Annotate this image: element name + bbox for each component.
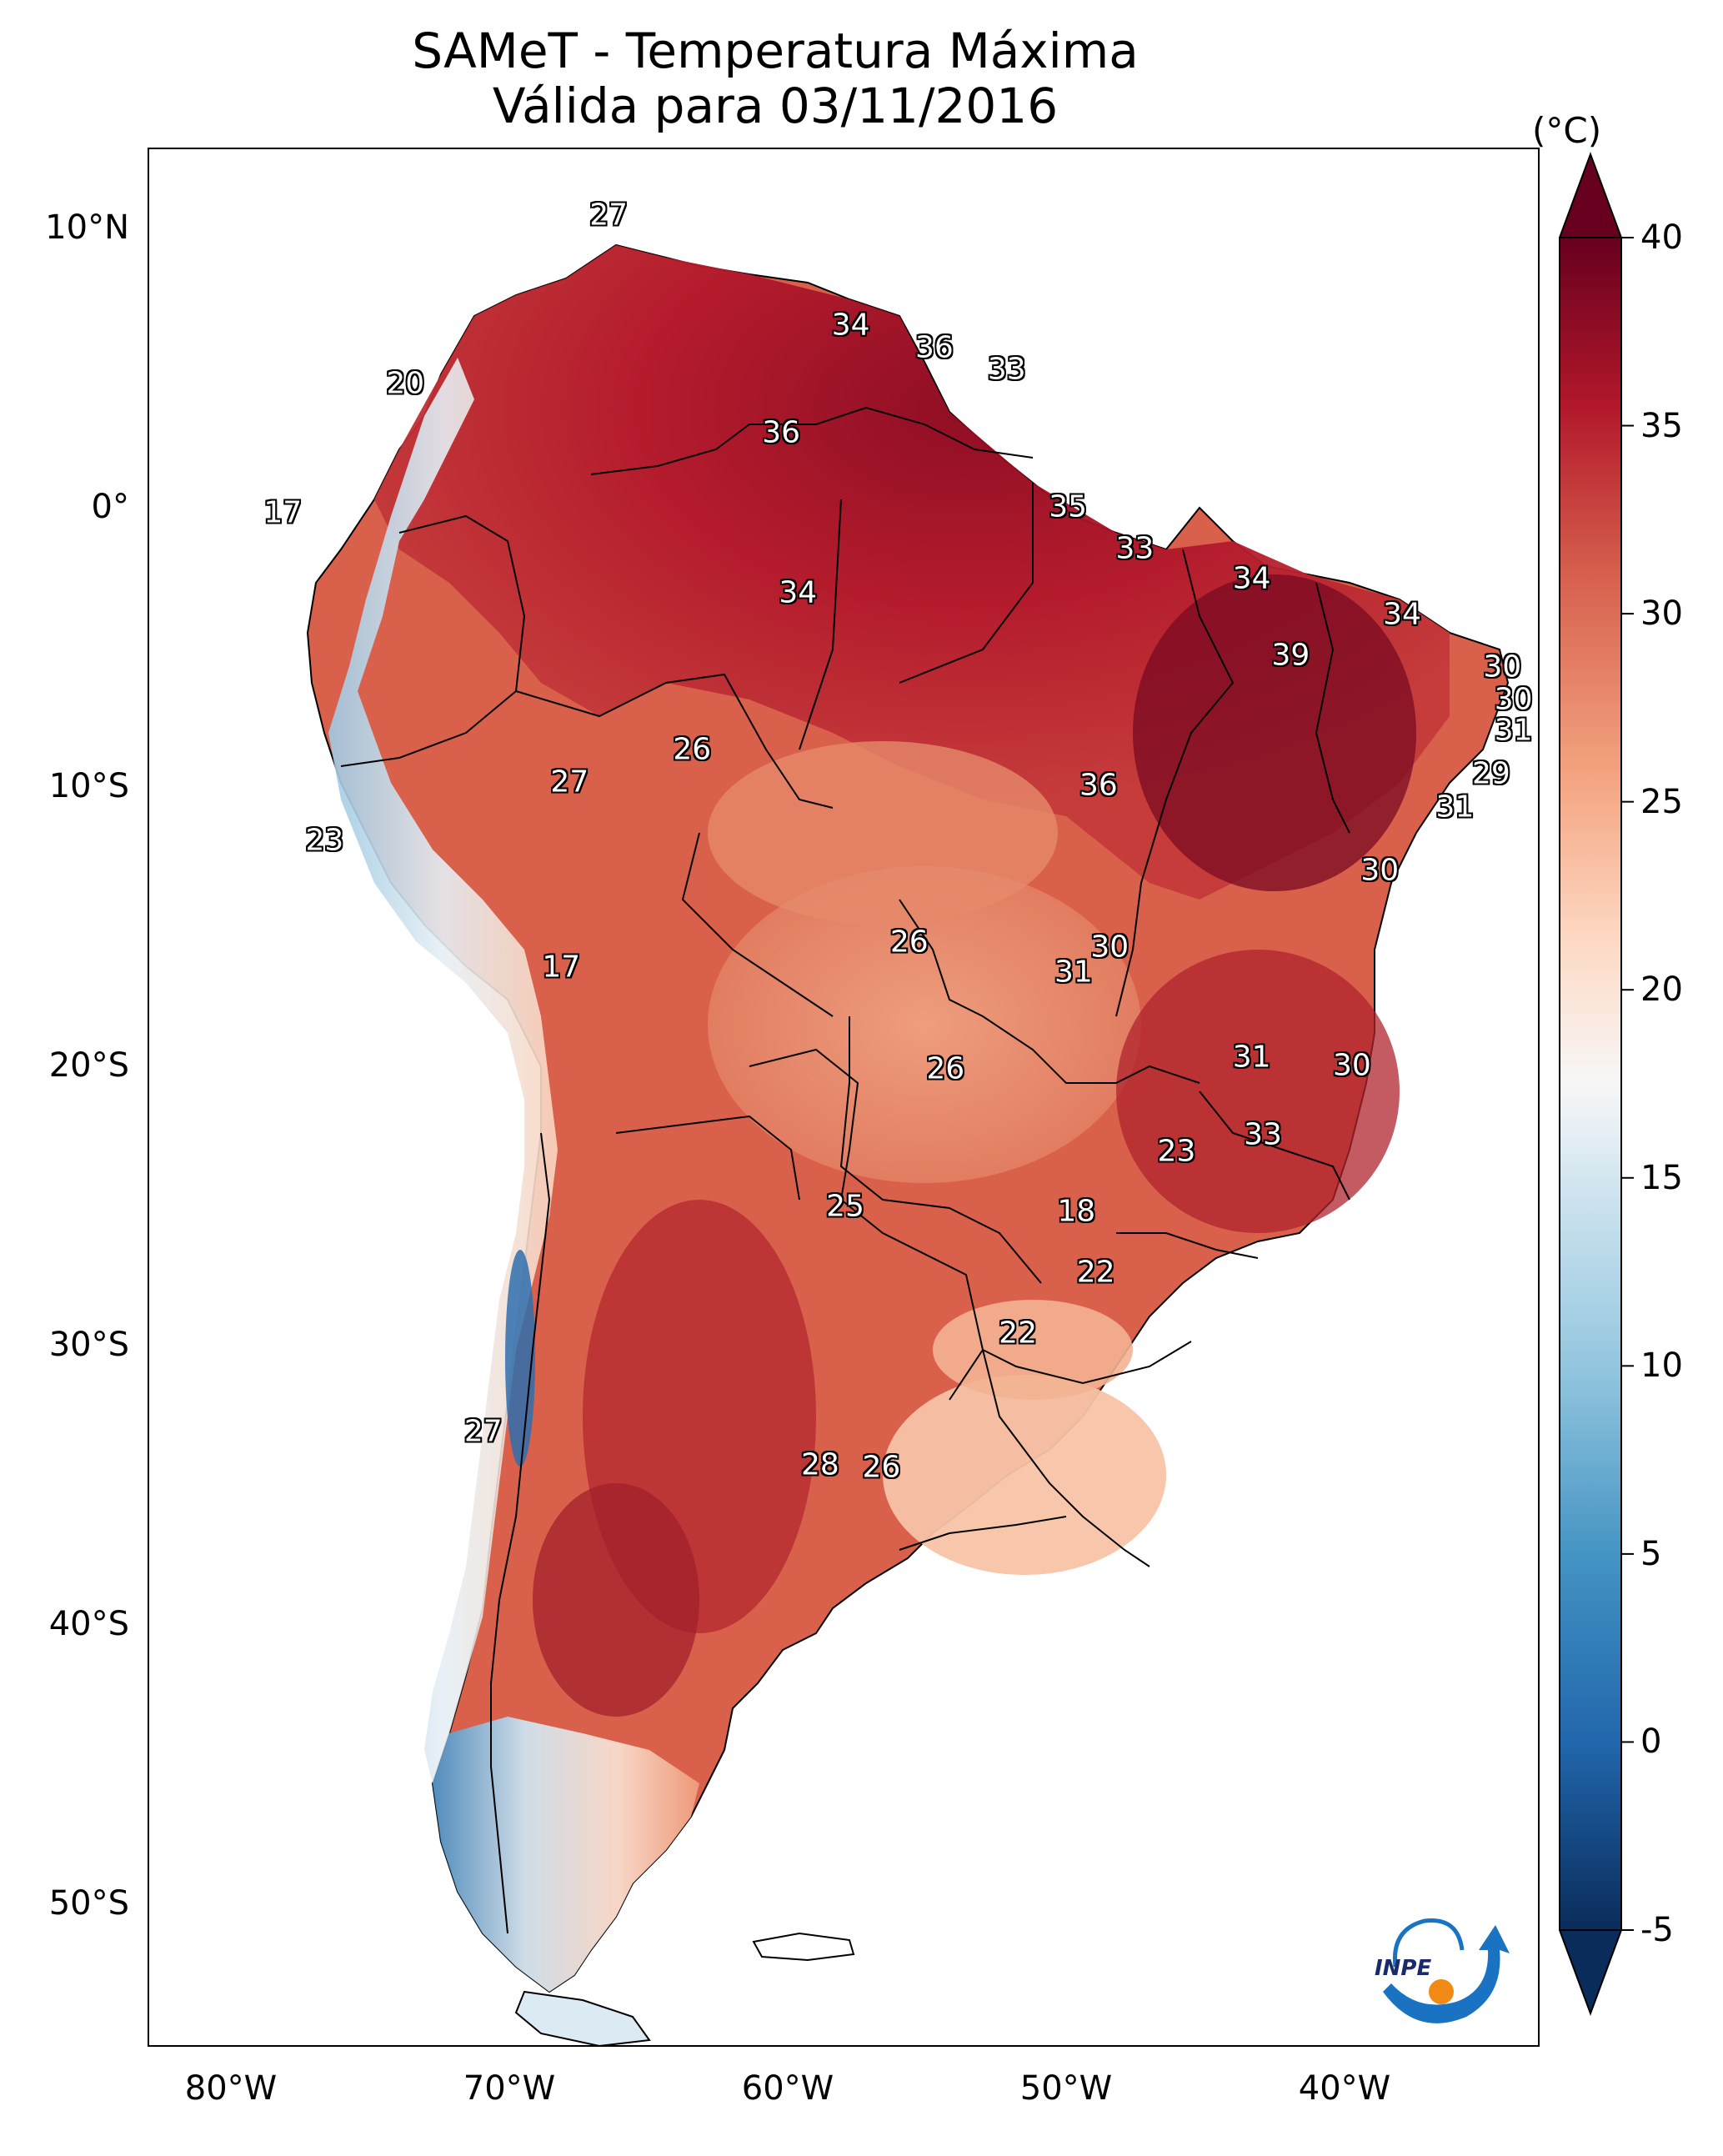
temp-label: 36 [1079,768,1118,803]
map-panel: 27 20 17 34 36 33 36 35 33 34 34 34 39 30 30 31 29 31 30 26… [148,148,1540,2047]
colorbar-tick-label: 10 [1640,1346,1683,1386]
region-central-warm [708,866,1141,1183]
temp-label: 26 [926,1051,965,1086]
region-northeast-hot [1133,574,1416,891]
temp-label: 25 [826,1189,864,1224]
island-tierra-del-fuego [514,1990,651,2045]
colorbar-tick-label: -5 [1640,1911,1674,1949]
lon-tick-80w: 80°W [184,2069,278,2108]
colorbar-bottom-extend [1559,1929,1623,2016]
region-mato-grosso [708,741,1058,925]
colorbar-body [1559,237,1622,1931]
temp-label: 26 [889,925,929,960]
temp-label: 30 [1090,930,1129,965]
temp-label: 30 [1494,682,1533,717]
lat-tick-0: 0° [91,488,129,526]
temp-label: 31 [1232,1040,1271,1075]
colorbar-tick-label: 20 [1640,970,1683,1010]
island-malvinas [752,1932,855,1962]
temp-label: 22 [1076,1255,1115,1290]
lon-tick-50w: 50°W [1019,2069,1113,2108]
temp-label: 23 [1157,1134,1196,1169]
lat-tick-50s: 50°S [48,1884,129,1923]
temp-label: 34 [779,575,818,610]
temp-label: 30 [1360,853,1400,888]
colorbar [1559,152,1634,2016]
region-southeast-hot [1116,950,1400,1233]
temp-label: 18 [1057,1194,1096,1229]
temp-label: 31 [1435,790,1475,825]
lat-tick-10s: 10°S [48,767,129,805]
lat-tick-20s: 20°S [48,1046,129,1085]
temp-label: 33 [1244,1117,1282,1152]
temp-label: 17 [542,950,581,985]
lon-tick-40w: 40°W [1298,2069,1391,2108]
inpe-logo-text: INPE [1375,1956,1431,1981]
temp-label: 39 [1271,638,1310,673]
colorbar-top-extend [1559,152,1623,238]
inpe-logo-ring [1392,1918,1465,1968]
map-svg [306,243,1510,2045]
colorbar-tick-label: 25 [1640,782,1683,821]
temp-label: 30 [1483,649,1522,684]
temp-label: 17 [263,495,303,530]
temp-label: 31 [1494,713,1533,748]
temp-label: 33 [987,352,1026,387]
inpe-logo-orb [1429,1979,1454,2004]
lat-tick-10n: 10°N [45,208,129,247]
temp-label: 20 [386,366,425,401]
temp-label: 28 [801,1447,839,1482]
colorbar-tick-label: 30 [1640,594,1683,634]
temp-label: 34 [1232,561,1271,596]
colorbar-unit: (°C) [1532,110,1602,151]
temp-label: 36 [914,330,954,365]
chart-title: SAMeT - Temperatura Máxima [412,23,1139,79]
temp-label: 33 [1115,531,1155,566]
temp-label: 34 [831,308,870,343]
region-andes-cool [328,358,558,1783]
region-south-brazil [883,1375,1166,1575]
colorbar-tick-label: 35 [1640,406,1683,445]
temp-label: 26 [673,732,712,767]
temp-label: 26 [862,1450,901,1485]
temp-label: 34 [1383,597,1421,632]
temp-label: 31 [1054,955,1093,990]
temp-label: 27 [463,1414,503,1449]
lon-tick-70w: 70°W [463,2069,556,2108]
temp-label: 22 [999,1316,1037,1351]
colorbar-tick-label: 15 [1640,1158,1683,1197]
colorbar-tick-marks [1621,237,1634,1931]
temp-label: 23 [305,823,344,858]
region-patagonia [433,1717,699,1992]
colorbar-tick-label: 0 [1640,1722,1662,1762]
country-borders [340,406,1350,1934]
lat-tick-40s: 40°S [48,1605,129,1643]
region-atacama-cold [505,1250,535,1467]
lon-tick-60w: 60°W [741,2069,834,2108]
inpe-logo: INPE [1375,1918,1510,2023]
region-parana [933,1300,1133,1400]
colorbar-tick-label: 5 [1640,1534,1662,1573]
temp-label: 30 [1332,1048,1371,1083]
colorbar-tick-label: 40 [1640,218,1683,257]
temp-label: 36 [762,415,801,450]
lat-tick-30s: 30°S [48,1326,129,1364]
inpe-logo-swoosh [1383,1925,1510,2023]
temp-label: 27 [550,765,589,800]
temp-label: 29 [1471,756,1510,791]
chart-subtitle: Válida para 03/11/2016 [492,78,1059,134]
region-cuyo-hot [533,1483,699,1717]
temp-label: 27 [589,198,628,233]
temp-label: 35 [1049,489,1088,524]
map-value-labels: 27 20 17 34 36 33 36 35 33 34 34 34 39 30 30 31 29 31 30 26… [149,149,1538,2045]
